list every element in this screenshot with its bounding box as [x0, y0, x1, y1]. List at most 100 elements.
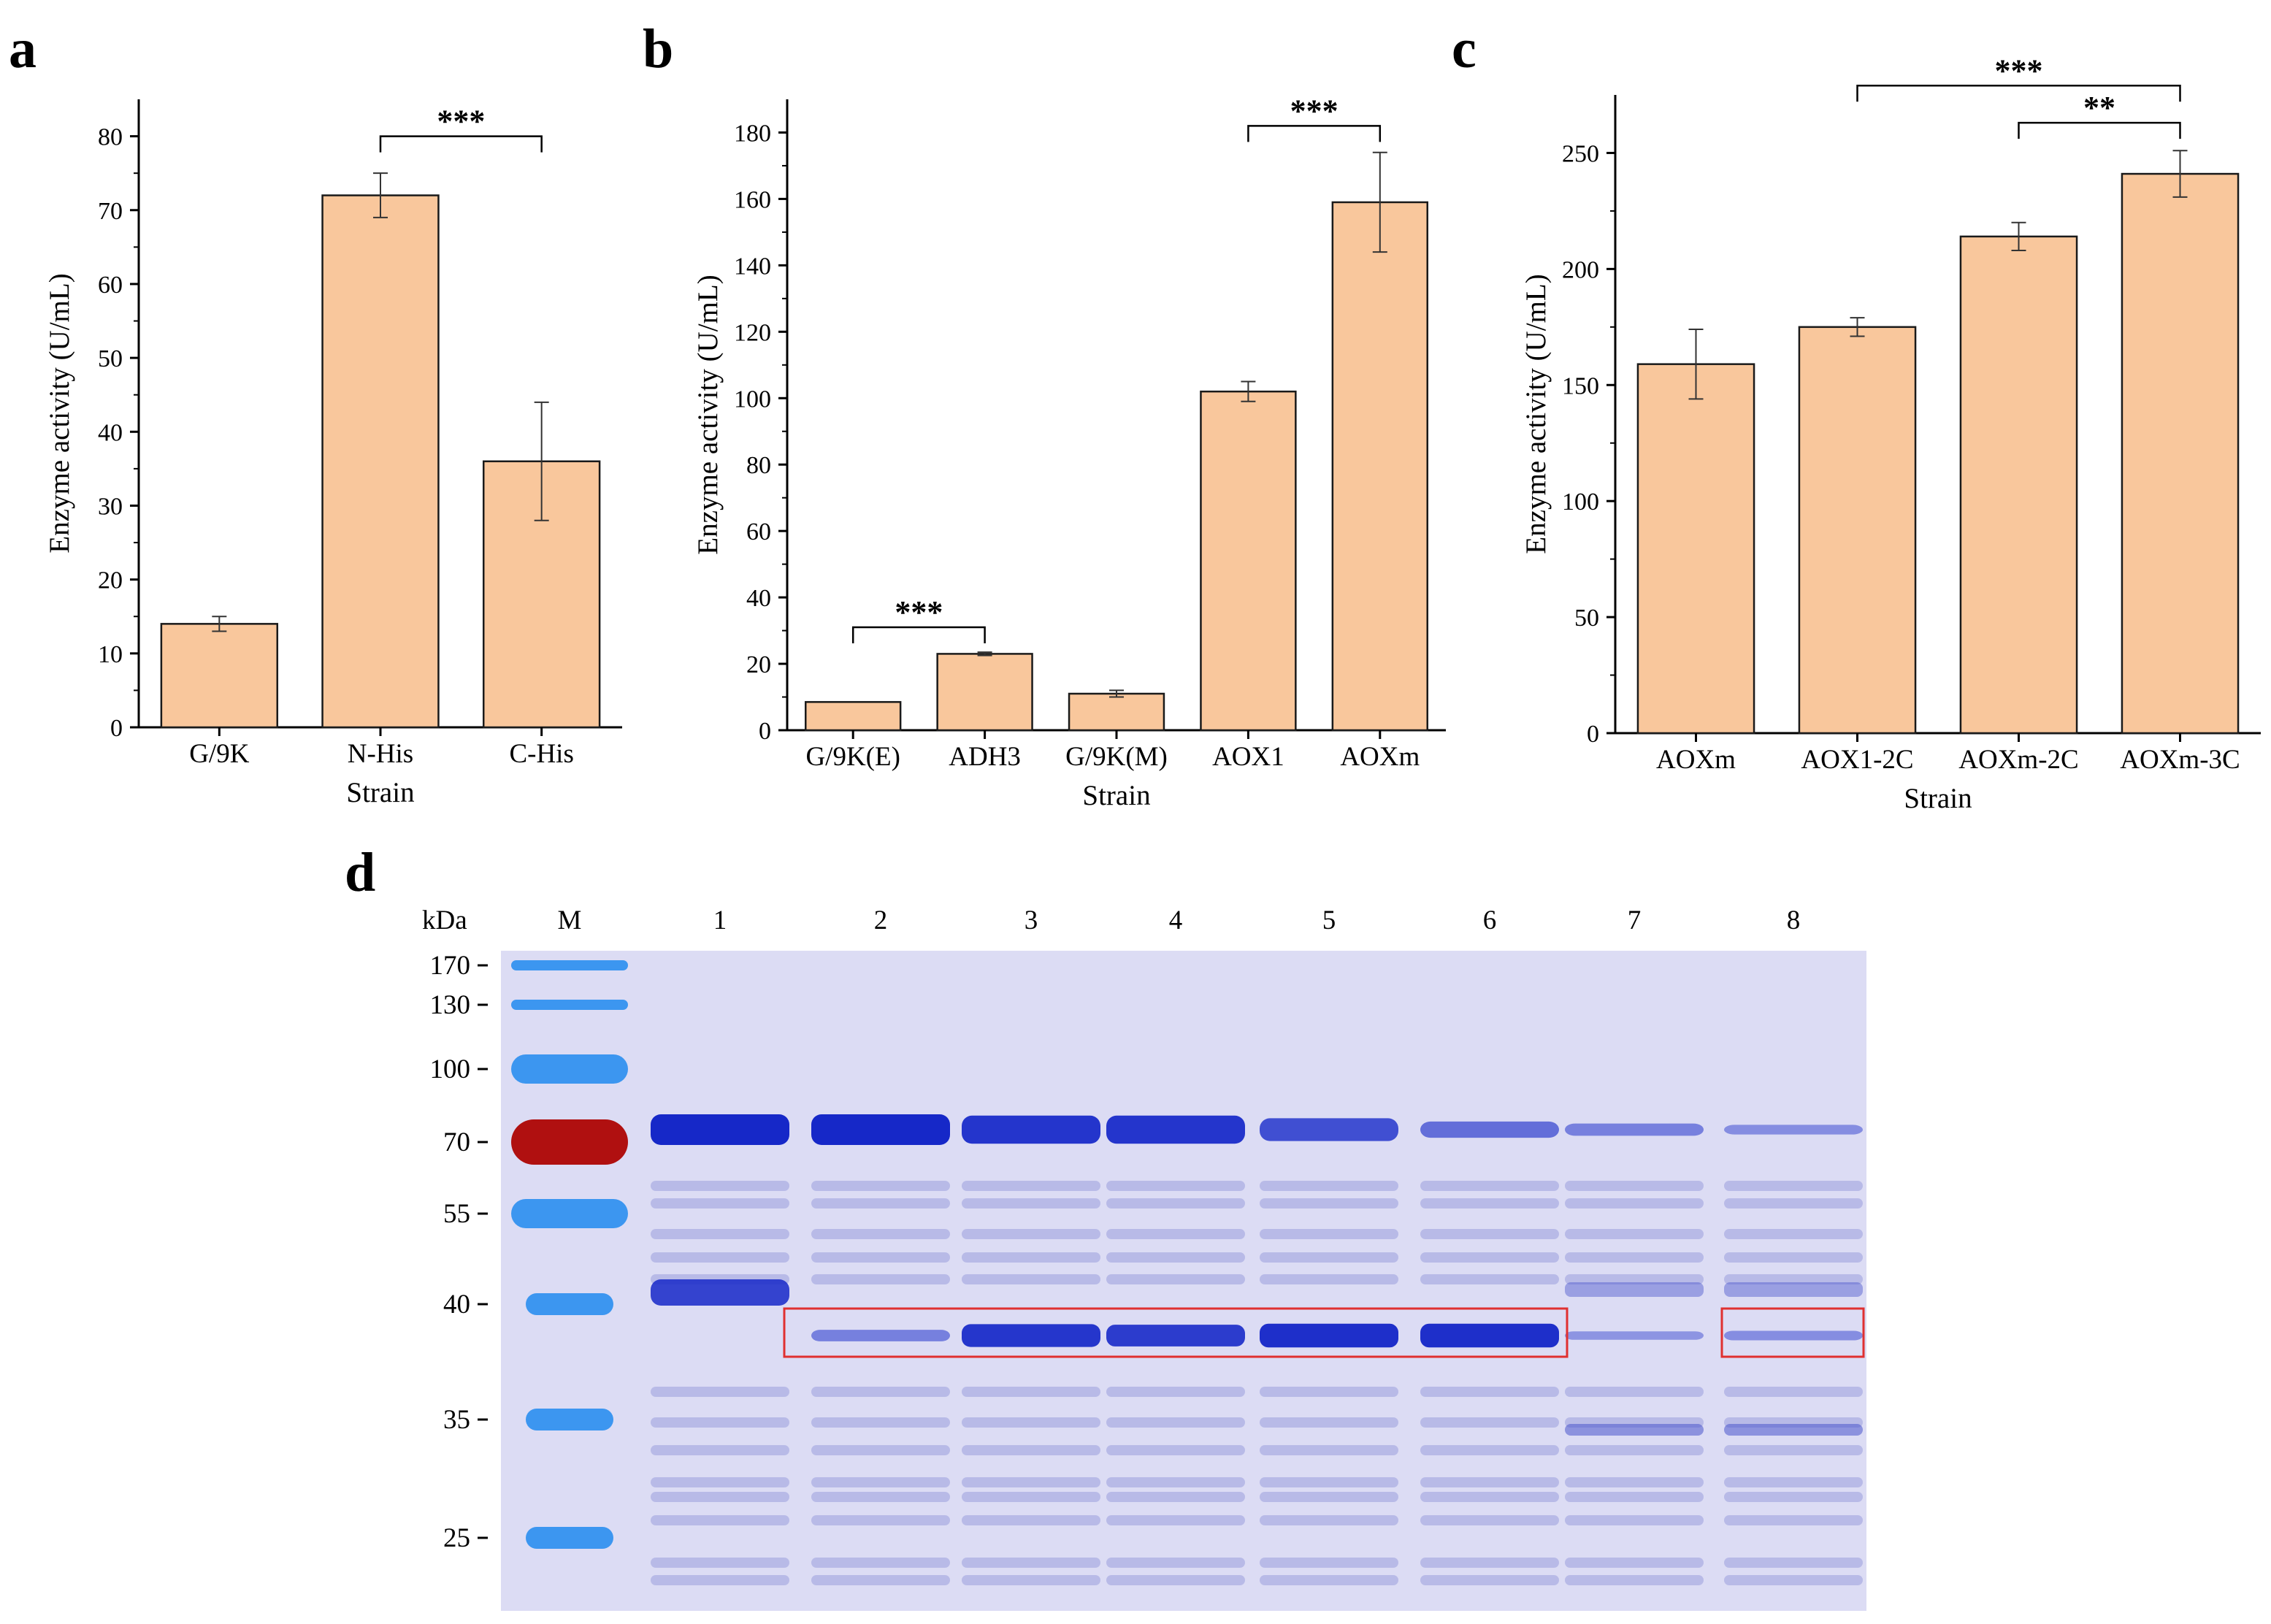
background-band — [962, 1181, 1100, 1191]
band-40kda — [1724, 1282, 1863, 1297]
background-band — [962, 1515, 1100, 1525]
highlight-box-lane-8 — [1720, 1307, 1865, 1358]
x-axis-title: Strain — [1904, 783, 1972, 814]
background-band — [1106, 1515, 1245, 1525]
background-band — [1260, 1445, 1398, 1455]
ladder-band — [511, 960, 628, 970]
background-band — [1420, 1417, 1559, 1428]
background-band — [651, 1575, 789, 1585]
chart-panel-b: 0 20 40 60 80 100 120 140 160 180 G/9K(E) ADH3 G/9K(… — [692, 93, 1446, 811]
y-tick-label: 250 — [1562, 140, 1599, 167]
bar-AOXm — [1331, 201, 1428, 732]
background-band — [962, 1198, 1100, 1209]
background-band — [1106, 1198, 1245, 1209]
ladder-band — [526, 1293, 613, 1315]
background-band — [1260, 1252, 1398, 1263]
background-band — [1260, 1477, 1398, 1487]
background-band — [1420, 1515, 1559, 1525]
y-axis-title: Enzyme activity (U/mL) — [1520, 274, 1552, 554]
lane-label: M — [558, 905, 582, 935]
y-tick-label: 0 — [110, 715, 123, 742]
marker-kda-label: 25 — [443, 1523, 470, 1553]
background-band — [962, 1229, 1100, 1239]
background-band — [1260, 1492, 1398, 1502]
x-tick-label: ADH3 — [949, 742, 1021, 772]
background-band — [1106, 1445, 1245, 1455]
y-tick-label: 60 — [746, 518, 771, 545]
significance-label: ** — [2083, 90, 2115, 126]
significance-label: *** — [1290, 93, 1339, 129]
background-band — [651, 1477, 789, 1487]
background-band — [1724, 1274, 1863, 1284]
band-33kda — [1724, 1424, 1863, 1436]
background-band — [962, 1252, 1100, 1263]
background-band — [1565, 1477, 1704, 1487]
background-band — [1106, 1229, 1245, 1239]
x-tick-label: G/9K(M) — [1065, 742, 1168, 772]
x-tick-label: AOX1 — [1212, 742, 1284, 772]
background-band — [811, 1198, 950, 1209]
lane-label: 3 — [1025, 905, 1038, 935]
background-band — [1565, 1515, 1704, 1525]
main-band — [1420, 1121, 1559, 1138]
background-band — [1420, 1558, 1559, 1568]
main-band — [1260, 1118, 1398, 1141]
bar-AOX1-2C — [1798, 326, 1917, 735]
main-band — [1106, 1115, 1245, 1144]
y-tick-label: 50 — [1574, 605, 1599, 632]
bar-G/9K(E) — [805, 701, 902, 732]
target-band — [962, 1324, 1100, 1347]
background-band — [1260, 1229, 1398, 1239]
background-band — [1565, 1198, 1704, 1209]
chart-panel-c: 0 50 100 150 200 250 AOXm AOX1-2C AOXm-2C AOXm-3C… — [1520, 53, 2261, 814]
background-band — [962, 1558, 1100, 1568]
background-band — [1724, 1445, 1863, 1455]
background-band — [1106, 1477, 1245, 1487]
x-tick-label: AOXm — [1656, 745, 1736, 775]
bar-AOXm — [1636, 363, 1755, 735]
bar-AOXm-3C — [2121, 172, 2240, 735]
y-tick-label: 40 — [98, 419, 123, 446]
lane-label: 7 — [1628, 905, 1642, 935]
background-band — [1106, 1274, 1245, 1284]
background-band — [1420, 1575, 1559, 1585]
panel-letter-b: b — [643, 18, 673, 80]
x-tick-label: C-His — [509, 739, 573, 769]
ladder-band — [511, 1199, 628, 1228]
significance-label: *** — [437, 104, 485, 139]
target-band — [1106, 1325, 1245, 1347]
lane-label: 1 — [713, 905, 727, 935]
significance-label: *** — [895, 594, 943, 630]
x-tick-label: N-His — [348, 739, 413, 769]
background-band — [811, 1575, 950, 1585]
bar-G/9K — [160, 623, 279, 729]
main-band — [651, 1114, 789, 1145]
background-band — [1420, 1229, 1559, 1239]
background-band — [1260, 1575, 1398, 1585]
target-band — [811, 1330, 950, 1341]
background-band — [1260, 1181, 1398, 1191]
marker-kda-label: 35 — [443, 1405, 470, 1435]
background-band — [651, 1198, 789, 1209]
background-band — [811, 1181, 950, 1191]
y-tick-label: 60 — [98, 272, 123, 299]
background-band — [1106, 1252, 1245, 1263]
marker-kda-label: 130 — [430, 990, 471, 1020]
background-band — [962, 1274, 1100, 1284]
lane-label: 8 — [1787, 905, 1801, 935]
background-band — [1420, 1477, 1559, 1487]
band-40kda — [1565, 1282, 1704, 1297]
chart-panel-a: 0 10 20 30 40 50 60 70 80 G/9K N-His C-His Strain Enz… — [44, 99, 622, 808]
bar-N-His — [321, 194, 440, 729]
bar-AOXm-2C — [1959, 235, 2078, 735]
background-band — [1260, 1274, 1398, 1284]
y-tick-label: 10 — [98, 641, 123, 668]
background-band — [651, 1492, 789, 1502]
main-band — [962, 1115, 1100, 1144]
lane-label: 2 — [874, 905, 888, 935]
x-axis-title: Strain — [346, 777, 414, 808]
band-33kda — [1565, 1424, 1704, 1436]
background-band — [811, 1274, 950, 1284]
background-band — [651, 1229, 789, 1239]
y-tick-label: 20 — [746, 651, 771, 678]
